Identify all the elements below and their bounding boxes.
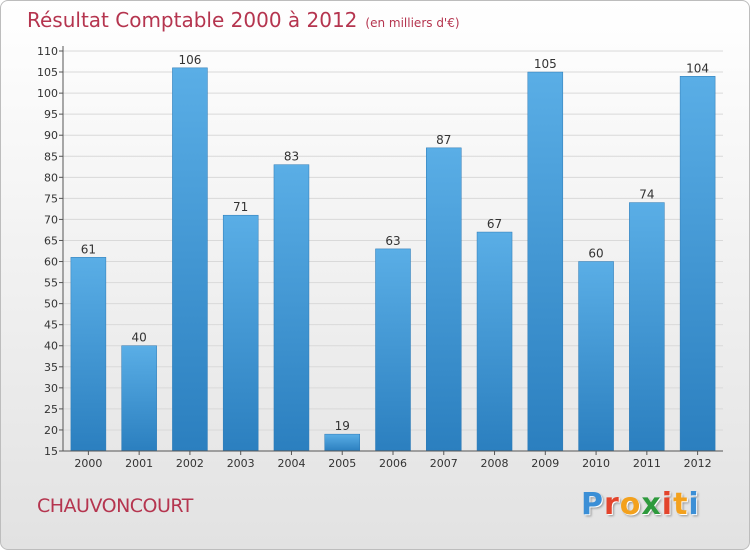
y-tick-label: 95 [44, 108, 58, 121]
bar-value-label: 106 [178, 53, 201, 67]
logo-letter: P [581, 487, 604, 522]
x-tick-label: 2001 [125, 457, 153, 470]
x-tick-label: 2010 [582, 457, 610, 470]
x-tick-label: 2009 [531, 457, 559, 470]
y-tick-label: 15 [44, 445, 58, 458]
x-tick-label: 2005 [328, 457, 356, 470]
y-tick-label: 110 [37, 45, 58, 58]
bar-2005 [324, 433, 360, 452]
y-tick-label: 75 [44, 192, 58, 205]
bar-value-label: 104 [686, 61, 709, 75]
bar-2009 [527, 71, 564, 452]
y-tick-label: 35 [44, 361, 58, 374]
x-tick-label: 2008 [481, 457, 509, 470]
x-tick-label: 2007 [430, 457, 458, 470]
bar-2011 [629, 202, 665, 452]
chart-subtitle: (en milliers d'€) [365, 16, 460, 30]
bar-2007 [426, 147, 462, 452]
commune-name: CHAUVONCOURT [37, 495, 193, 517]
x-tick-label: 2003 [227, 457, 255, 470]
bar-value-label: 71 [233, 200, 248, 214]
bar-value-label: 67 [487, 217, 502, 231]
y-tick-label: 70 [44, 213, 58, 226]
x-tick-label: 2012 [684, 457, 712, 470]
bar-value-label: 19 [335, 419, 350, 433]
bar-value-label: 60 [588, 247, 603, 261]
bar-2006 [375, 248, 411, 452]
y-tick-label: 60 [44, 256, 58, 269]
x-tick-label: 2004 [277, 457, 305, 470]
bar-2001 [121, 345, 157, 452]
bar-2008 [476, 231, 513, 452]
bar-2002 [172, 67, 208, 452]
bar-2010 [578, 261, 614, 452]
bar-2000 [70, 257, 107, 452]
chart-title: Résultat Comptable 2000 à 2012 (en millie… [27, 8, 460, 32]
y-tick-label: 55 [44, 277, 58, 290]
logo-letter: t [673, 487, 689, 522]
logo-letter: x [641, 487, 662, 522]
x-tick-label: 2000 [74, 457, 102, 470]
bar-value-label: 61 [81, 242, 96, 256]
y-tick-label: 25 [44, 403, 58, 416]
x-tick-label: 2011 [633, 457, 661, 470]
y-tick-label: 90 [44, 129, 58, 142]
logo-letter: i [661, 487, 674, 522]
y-tick-label: 100 [37, 87, 58, 100]
bar-value-label: 87 [436, 133, 451, 147]
y-tick-label: 40 [44, 340, 58, 353]
y-tick-label: 45 [44, 319, 58, 332]
y-tick-label: 80 [44, 171, 58, 184]
logo-letter: r [604, 487, 620, 522]
bar-2003 [222, 214, 259, 452]
logo-letter: o [619, 487, 642, 522]
bar-value-label: 63 [385, 234, 400, 248]
axes: 15 20 25 30 35 40 45 50 55 60 65 70 75 80 85 90 95 100 105… [37, 45, 723, 470]
logo-letter: i [688, 487, 700, 522]
x-tick-label: 2002 [176, 457, 204, 470]
bar-value-label: 83 [284, 150, 299, 164]
y-tick-label: 20 [44, 424, 58, 437]
y-tick-label: 65 [44, 234, 58, 247]
y-tick-label: 30 [44, 382, 58, 395]
y-tick-label: 50 [44, 298, 58, 311]
bar-value-label: 74 [639, 188, 654, 202]
bar-value-label: 105 [534, 57, 557, 71]
y-tick-label: 85 [44, 150, 58, 163]
bars: 61 40 106 71 83 19 63 87 67 105 60 74 104 [70, 53, 716, 452]
bar-value-label: 40 [132, 331, 147, 345]
x-tick-label: 2006 [379, 457, 407, 470]
proxiti-logo: Proxiti [581, 487, 700, 522]
bar-2012 [679, 76, 716, 452]
y-tick-label: 105 [37, 66, 58, 79]
chart-title-text: Résultat Comptable 2000 à 2012 [27, 8, 358, 32]
bar-2004 [273, 164, 310, 452]
